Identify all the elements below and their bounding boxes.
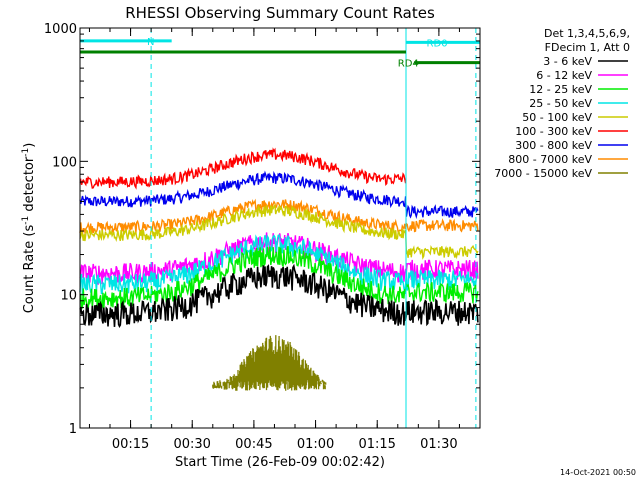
x-tick-label: 01:00 bbox=[297, 437, 334, 452]
y-axis-label-part: -1 bbox=[21, 216, 31, 225]
legend-label: 3 - 6 keV bbox=[543, 55, 592, 68]
x-tick-label: 00:15 bbox=[112, 437, 149, 452]
legend-header: Det 1,3,4,5,6,9, bbox=[544, 27, 630, 40]
y-axis-label-part: Count Rate (s bbox=[22, 225, 37, 314]
series-line bbox=[79, 245, 479, 311]
legend-label: 25 - 50 keV bbox=[529, 97, 592, 110]
series-line bbox=[79, 198, 479, 236]
legend-label: 100 - 300 keV bbox=[515, 125, 592, 138]
legend-header: FDecim 1, Att 0 bbox=[545, 41, 630, 54]
timestamp: 14-Oct-2021 00:50 bbox=[560, 468, 636, 477]
legend-label: 50 - 100 keV bbox=[522, 111, 592, 124]
y-tick-label: 10 bbox=[60, 289, 77, 304]
x-tick-label: 00:45 bbox=[235, 437, 272, 452]
legend-label: 800 - 7000 keV bbox=[508, 153, 592, 166]
x-axis-label: Start Time (26-Feb-09 00:02:42) bbox=[175, 455, 385, 470]
flag-label: RD4 bbox=[398, 59, 419, 70]
legend-label: 7000 - 15000 keV bbox=[494, 167, 592, 180]
series-line bbox=[79, 203, 479, 260]
y-axis-label-part: -1 bbox=[21, 148, 31, 157]
flag-label: N bbox=[147, 37, 154, 48]
y-axis-label: Count Rate (s-1 detector-1) bbox=[21, 143, 37, 314]
y-tick-label: 100 bbox=[52, 155, 77, 170]
y-axis-label-part: detector bbox=[22, 156, 37, 216]
flag-label: RD0 bbox=[427, 38, 448, 49]
x-tick-label: 01:15 bbox=[358, 437, 395, 452]
plot-border bbox=[79, 27, 481, 429]
series-line bbox=[212, 335, 327, 391]
text-layer: 1 10 100 1000 00:15 00:30 00:45 01:00 01:15 01:30… bbox=[21, 4, 636, 477]
y-axis-label-part: ) bbox=[22, 143, 37, 148]
legend-label: 12 - 25 keV bbox=[529, 83, 592, 96]
chart-title: RHESSI Observing Summary Count Rates bbox=[125, 4, 435, 22]
series-line bbox=[79, 147, 407, 190]
x-tick-label: 01:30 bbox=[420, 437, 457, 452]
series-line bbox=[79, 170, 479, 220]
y-tick-label: 1 bbox=[69, 422, 77, 437]
x-tick-label: 00:30 bbox=[173, 437, 210, 452]
data-layer: N RD0 RD4 bbox=[79, 28, 480, 428]
series-line bbox=[79, 263, 479, 328]
legend-label: 300 - 800 keV bbox=[515, 139, 592, 152]
y-tick-label: 1000 bbox=[44, 22, 77, 37]
series-line bbox=[79, 233, 479, 296]
plot-frame bbox=[79, 27, 481, 429]
legend-label: 6 - 12 keV bbox=[536, 69, 592, 82]
